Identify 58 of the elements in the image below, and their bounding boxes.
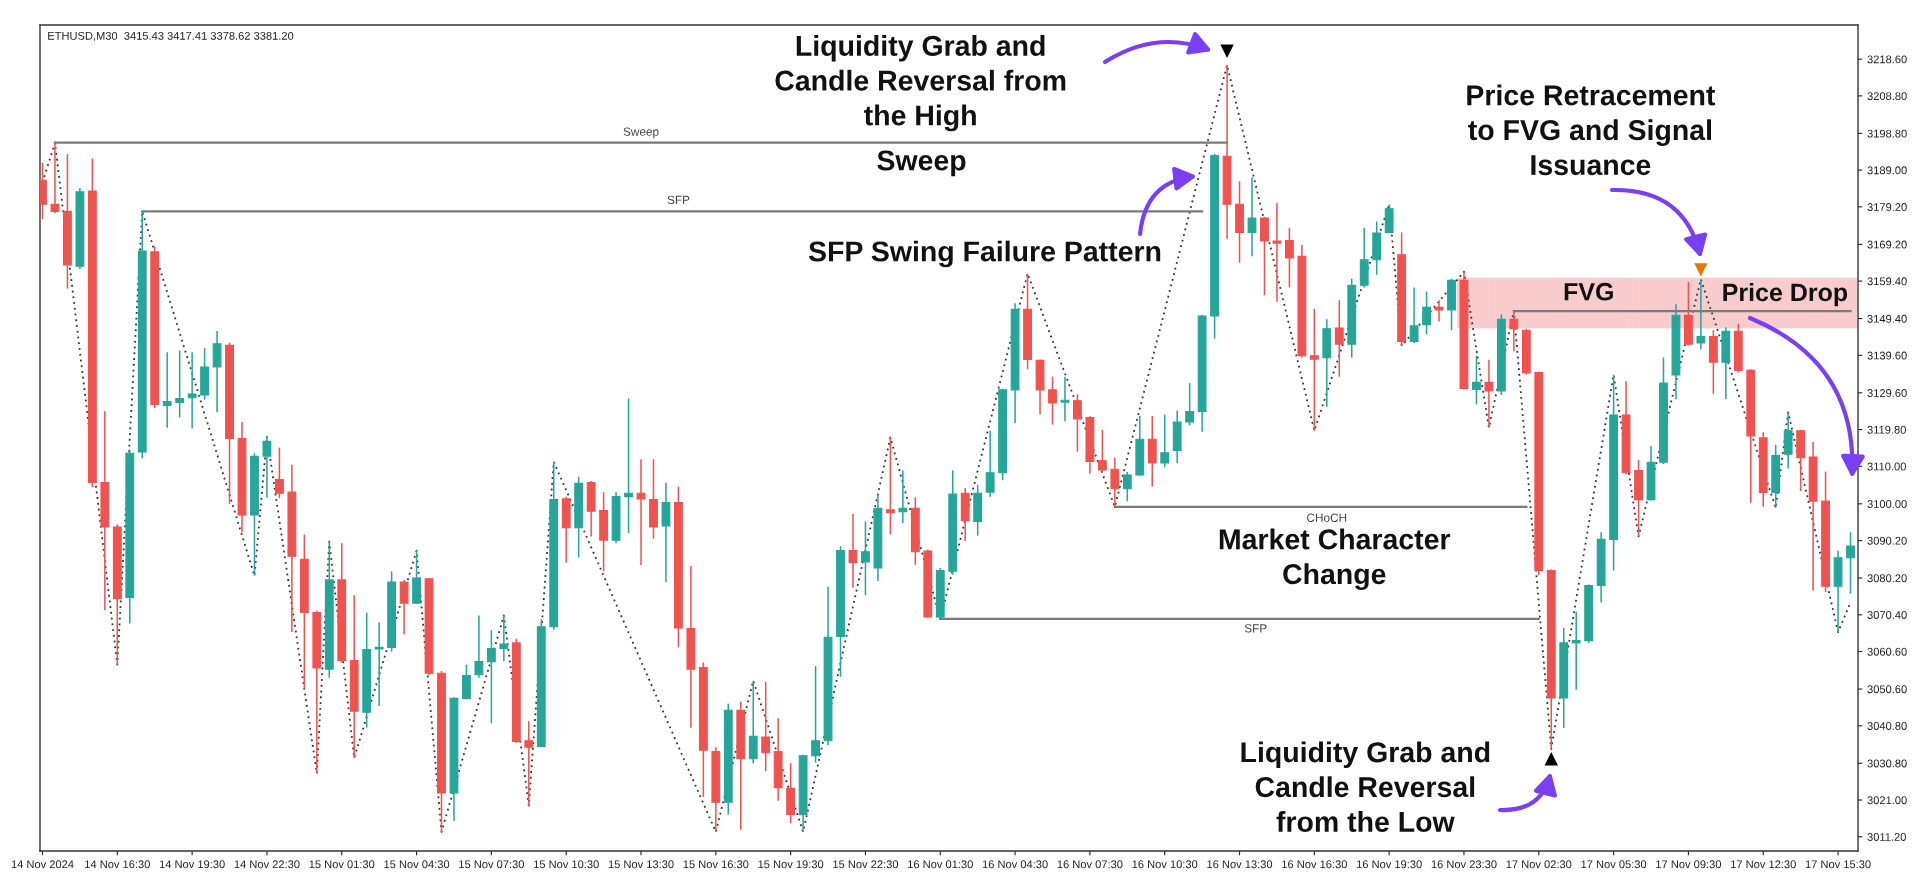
y-tick-label: 3011.20 xyxy=(1867,833,1906,841)
x-tick-label: 16 Nov 16:30 xyxy=(1282,860,1347,869)
y-tick-label: 3080.20 xyxy=(1867,574,1907,583)
y-tick-label: 3070.40 xyxy=(1867,611,1907,619)
x-tick-label: 16 Nov 04:30 xyxy=(982,860,1048,869)
annotation: Sweep xyxy=(877,150,966,177)
annotation: CHoCH xyxy=(1307,513,1347,522)
annotation: Sweep xyxy=(623,127,659,139)
y-tick-label: 3189.00 xyxy=(1867,166,1907,175)
y-tick-label: 3179.20 xyxy=(1867,203,1907,211)
x-tick-label: 17 Nov 09:30 xyxy=(1656,860,1722,869)
y-tick-label: 3198.80 xyxy=(1867,129,1907,138)
x-tick-label: 16 Nov 10:30 xyxy=(1132,860,1198,869)
x-tick-label: 16 Nov 01:30 xyxy=(908,860,973,869)
x-tick-label: 14 Nov 16:30 xyxy=(85,860,150,869)
annotation: Liquidity Grab and Candle Reversal from the High xyxy=(775,35,1066,132)
x-tick-label: 15 Nov 22:30 xyxy=(833,860,899,869)
x-tick-label: 17 Nov 05:30 xyxy=(1581,860,1647,869)
x-tick-label: 15 Nov 13:30 xyxy=(608,860,674,869)
annotation: SFP xyxy=(667,195,690,205)
x-tick-label: 15 Nov 19:30 xyxy=(758,860,824,869)
x-tick-label: 15 Nov 01:30 xyxy=(309,860,375,869)
annotation: Price Retracement to FVG and Signal Issuance xyxy=(1467,84,1716,176)
y-tick-label: 3040.80 xyxy=(1867,722,1907,730)
x-tick-label: 15 Nov 07:30 xyxy=(459,860,524,869)
x-tick-label: 17 Nov 12:30 xyxy=(1731,860,1796,869)
annotation: ETHUSD,M30 3415.43 3417.41 3378.62 3381.20 xyxy=(48,31,294,42)
annotation: SFP Swing Failure Pattern xyxy=(808,240,1161,268)
annotation: SFP xyxy=(1244,624,1267,633)
y-tick-label: 3110.00 xyxy=(1867,462,1906,471)
x-tick-label: 15 Nov 16:30 xyxy=(683,860,749,869)
x-tick-label: 17 Nov 15:30 xyxy=(1805,860,1871,869)
y-tick-label: 3149.40 xyxy=(1867,314,1907,323)
x-tick-label: 17 Nov 02:30 xyxy=(1506,860,1572,869)
y-tick-label: 3100.00 xyxy=(1867,500,1907,508)
y-tick-label: 3159.40 xyxy=(1867,277,1907,286)
x-tick-label: 16 Nov 23:30 xyxy=(1431,860,1497,869)
x-tick-label: 16 Nov 19:30 xyxy=(1356,860,1422,869)
x-tick-label: 14 Nov 22:30 xyxy=(234,860,300,869)
annotation: Liquidity Grab and Candle Reversal from the Low xyxy=(1241,741,1490,832)
x-tick-label: 16 Nov 07:30 xyxy=(1057,860,1123,869)
y-tick-label: 3119.80 xyxy=(1867,425,1906,434)
y-tick-label: 3050.60 xyxy=(1867,685,1907,694)
y-tick-label: 3139.60 xyxy=(1867,351,1907,360)
x-tick-label: 14 Nov 19:30 xyxy=(159,860,225,869)
y-tick-label: 3129.60 xyxy=(1867,389,1907,397)
x-tick-label: 15 Nov 04:30 xyxy=(384,860,450,869)
y-tick-label: 3208.80 xyxy=(1867,92,1907,100)
x-tick-label: 15 Nov 10:30 xyxy=(534,860,599,869)
x-tick-label: 16 Nov 13:30 xyxy=(1207,860,1273,869)
annotation: Market Character Change xyxy=(1219,528,1451,590)
x-tick-label: 14 Nov 2024 xyxy=(11,860,74,869)
y-tick-label: 3090.20 xyxy=(1867,536,1907,545)
y-tick-label: 3021.00 xyxy=(1867,796,1907,805)
y-tick-label: 3169.20 xyxy=(1867,240,1907,249)
y-tick-label: 3030.80 xyxy=(1867,759,1907,768)
y-tick-label: 3218.60 xyxy=(1867,55,1907,64)
y-tick-label: 3060.60 xyxy=(1867,647,1907,656)
